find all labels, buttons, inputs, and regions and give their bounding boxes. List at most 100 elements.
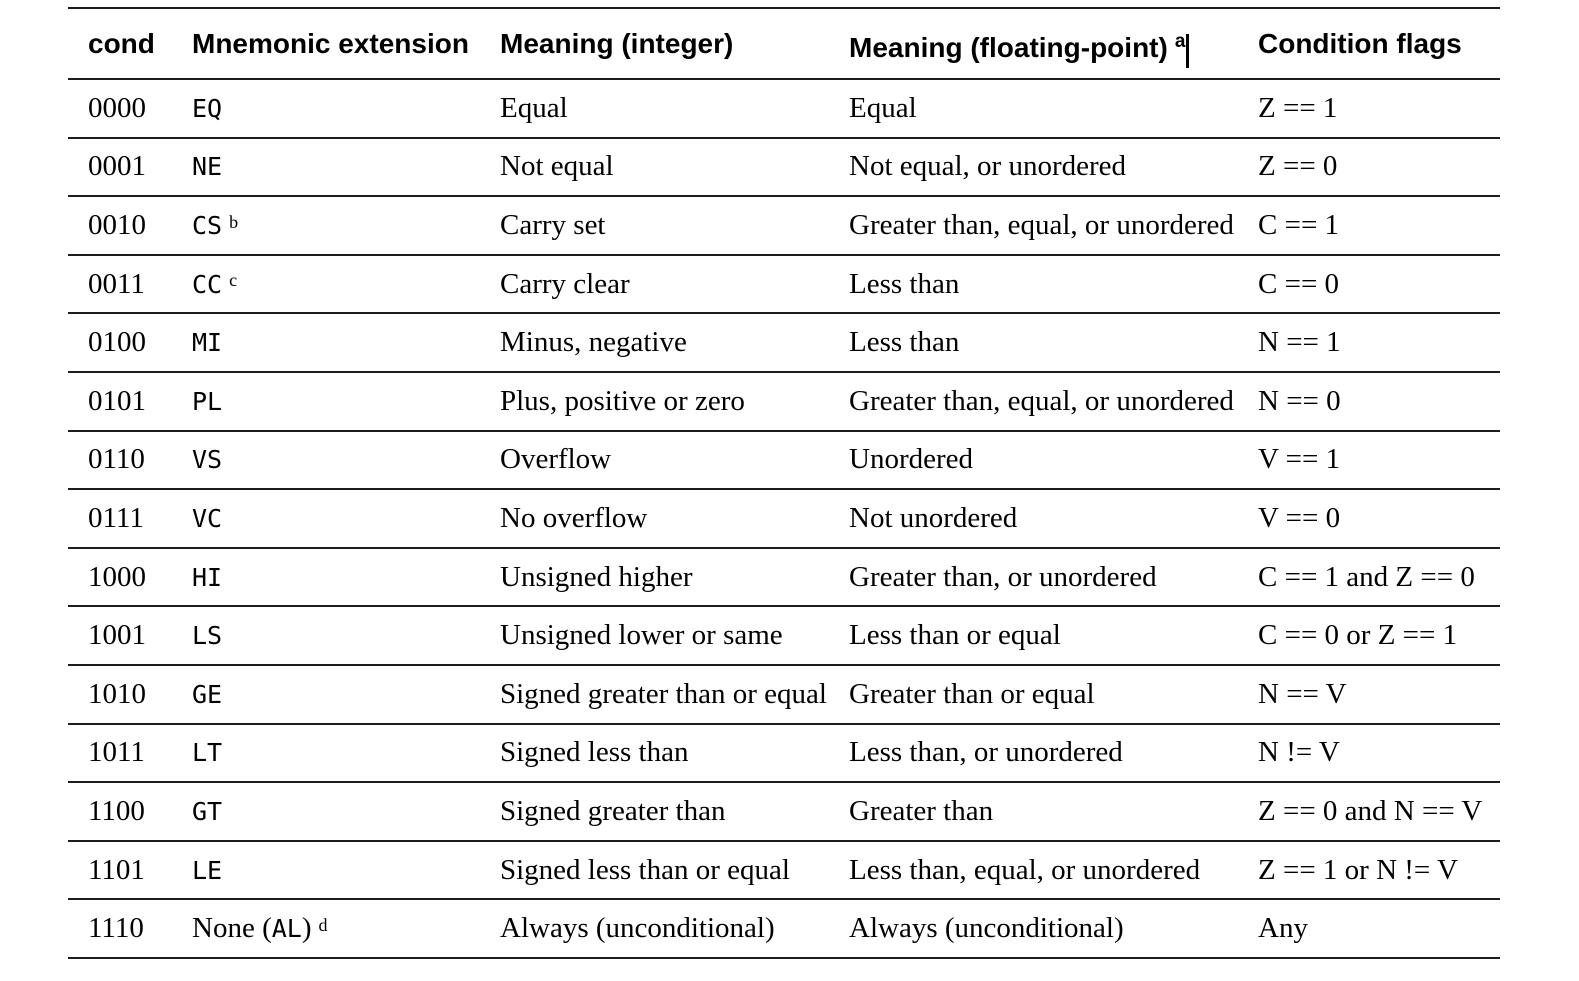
meaning-integer-cell: Plus, positive or zero [500, 384, 745, 417]
mnemonic: LT [192, 738, 223, 768]
mnemonic: AL [271, 914, 302, 944]
mnemonic: LS [192, 621, 223, 651]
meaning-integer-cell: Overflow [500, 443, 612, 476]
meaning-integer-cell: No overflow [500, 501, 648, 534]
mnemonic-cell: LS [192, 606, 500, 665]
meaning-floating-point-cell: Less than [849, 267, 960, 300]
mnemonic-prefix: None ( [192, 912, 272, 945]
table-row: 0010 CS b Carry set Greater than, equal, … [68, 196, 1500, 255]
condition-flags-cell: C == 0 [1258, 267, 1340, 300]
meaning-integer-cell: Equal [500, 91, 568, 124]
condition-flags-cell: Any [1258, 912, 1308, 945]
cond-cell: 1010 [88, 677, 146, 710]
cond-cell: 0010 [88, 208, 146, 241]
table-row: 1110 None (AL) d Always (unconditional) A… [68, 899, 1500, 958]
condition-flags-cell: N == 0 [1258, 384, 1341, 417]
mnemonic-cell: PL [192, 372, 500, 431]
meaning-integer-cell: Always (unconditional) [500, 912, 775, 945]
meaning-integer-cell: Unsigned lower or same [500, 619, 783, 652]
mnemonic-cell: CS b [192, 196, 500, 255]
footnote-marker: b [229, 211, 239, 232]
footnote-marker-a: a [1174, 30, 1186, 52]
cond-cell: 1001 [88, 619, 146, 652]
meaning-integer-cell: Signed less than or equal [500, 853, 790, 886]
condition-flags-cell: N == 1 [1258, 326, 1341, 359]
table-row: 1011 LT Signed less than Less than, or u… [68, 724, 1500, 783]
meaning-integer-cell: Signed greater than [500, 794, 726, 827]
table-row: 0000 EQ Equal Equal Z == 1 [68, 79, 1500, 138]
table-row: 1001 LS Unsigned lower or same Less than… [68, 606, 1500, 665]
column-header-meaning-floating-point-label: Meaning (floating-point) [849, 32, 1168, 63]
header-row: cond Mnemonic extension Meaning (integer… [68, 8, 1500, 79]
meaning-floating-point-cell: Greater than, or unordered [849, 560, 1157, 593]
column-header-cond: cond [88, 27, 155, 59]
condition-flags-cell: V == 0 [1258, 501, 1341, 534]
table-row: 0100 MI Minus, negative Less than N == 1 [68, 313, 1500, 372]
table-row: 0001 NE Not equal Not equal, or unordere… [68, 138, 1500, 197]
mnemonic: LE [192, 855, 223, 885]
meaning-integer-cell: Carry set [500, 208, 606, 241]
mnemonic-suffix: ) [301, 912, 312, 945]
mnemonic-cell: LE [192, 841, 500, 900]
mnemonic-cell: None (AL) d [192, 899, 500, 958]
table-row: 0110 VS Overflow Unordered V == 1 [68, 431, 1500, 490]
meaning-integer-cell: Signed less than [500, 736, 689, 769]
table-row: 1101 LE Signed less than or equal Less t… [68, 841, 1500, 900]
mnemonic-cell: VS [192, 431, 500, 490]
meaning-floating-point-cell: Greater than, equal, or unordered [849, 208, 1234, 241]
condition-flags-cell: C == 0 or Z == 1 [1258, 619, 1458, 652]
table-row: 0101 PL Plus, positive or zero Greater t… [68, 372, 1500, 431]
mnemonic: VS [192, 445, 223, 475]
cond-cell: 1100 [88, 794, 145, 827]
meaning-floating-point-cell: Unordered [849, 443, 974, 476]
condition-flags-cell: N == V [1258, 677, 1347, 710]
meaning-floating-point-cell: Always (unconditional) [849, 912, 1124, 945]
mnemonic-cell: GT [192, 782, 500, 841]
condition-codes-table-container: cond Mnemonic extension Meaning (integer… [68, 7, 1500, 959]
mnemonic: VC [192, 503, 223, 533]
meaning-integer-cell: Minus, negative [500, 326, 687, 359]
column-header-mnemonic-extension: Mnemonic extension [192, 27, 469, 59]
footnote-marker: c [229, 270, 238, 291]
condition-flags-cell: Z == 0 [1258, 150, 1338, 183]
cond-cell: 1000 [88, 560, 146, 593]
meaning-floating-point-cell: Not equal, or unordered [849, 150, 1127, 183]
mnemonic: EQ [192, 93, 223, 123]
text-cursor-caret [1186, 34, 1190, 68]
condition-flags-cell: Z == 0 and N == V [1258, 794, 1483, 827]
table-row: 0011 CC c Carry clear Less than C == 0 [68, 255, 1500, 314]
table-row: 1100 GT Signed greater than Greater than… [68, 782, 1500, 841]
column-header-meaning-floating-point: Meaning (floating-point) a [849, 8, 1258, 79]
mnemonic-cell: LT [192, 724, 500, 783]
mnemonic-cell: CC c [192, 255, 500, 314]
column-header-condition-flags: Condition flags [1258, 27, 1462, 59]
condition-flags-cell: C == 1 and Z == 0 [1258, 560, 1475, 593]
mnemonic: MI [192, 328, 223, 358]
mnemonic: HI [192, 562, 223, 592]
mnemonic: CC [192, 269, 223, 299]
cond-cell: 0101 [88, 384, 146, 417]
meaning-integer-cell: Signed greater than or equal [500, 677, 827, 710]
cond-cell: 0111 [88, 501, 144, 534]
meaning-floating-point-cell: Greater than or equal [849, 677, 1095, 710]
condition-codes-table: cond Mnemonic extension Meaning (integer… [68, 7, 1500, 959]
cond-cell: 0011 [88, 267, 145, 300]
mnemonic: PL [192, 386, 223, 416]
meaning-integer-cell: Not equal [500, 150, 614, 183]
table-row: 0111 VC No overflow Not unordered V == 0 [68, 489, 1500, 548]
mnemonic: GE [192, 679, 223, 709]
mnemonic: NE [192, 152, 223, 182]
mnemonic-cell: VC [192, 489, 500, 548]
mnemonic: CS [192, 210, 223, 240]
condition-flags-cell: N != V [1258, 736, 1340, 769]
mnemonic-cell: MI [192, 313, 500, 372]
table-row: 1000 HI Unsigned higher Greater than, or… [68, 548, 1500, 607]
meaning-floating-point-cell: Less than, equal, or unordered [849, 853, 1201, 886]
meaning-floating-point-cell: Greater than [849, 794, 994, 827]
meaning-floating-point-cell: Less than, or unordered [849, 736, 1123, 769]
column-header-meaning-integer: Meaning (integer) [500, 27, 734, 59]
cond-cell: 0110 [88, 443, 145, 476]
table-row: 1010 GE Signed greater than or equal Gre… [68, 665, 1500, 724]
cond-cell: 0001 [88, 150, 146, 183]
cond-cell: 1011 [88, 736, 145, 769]
